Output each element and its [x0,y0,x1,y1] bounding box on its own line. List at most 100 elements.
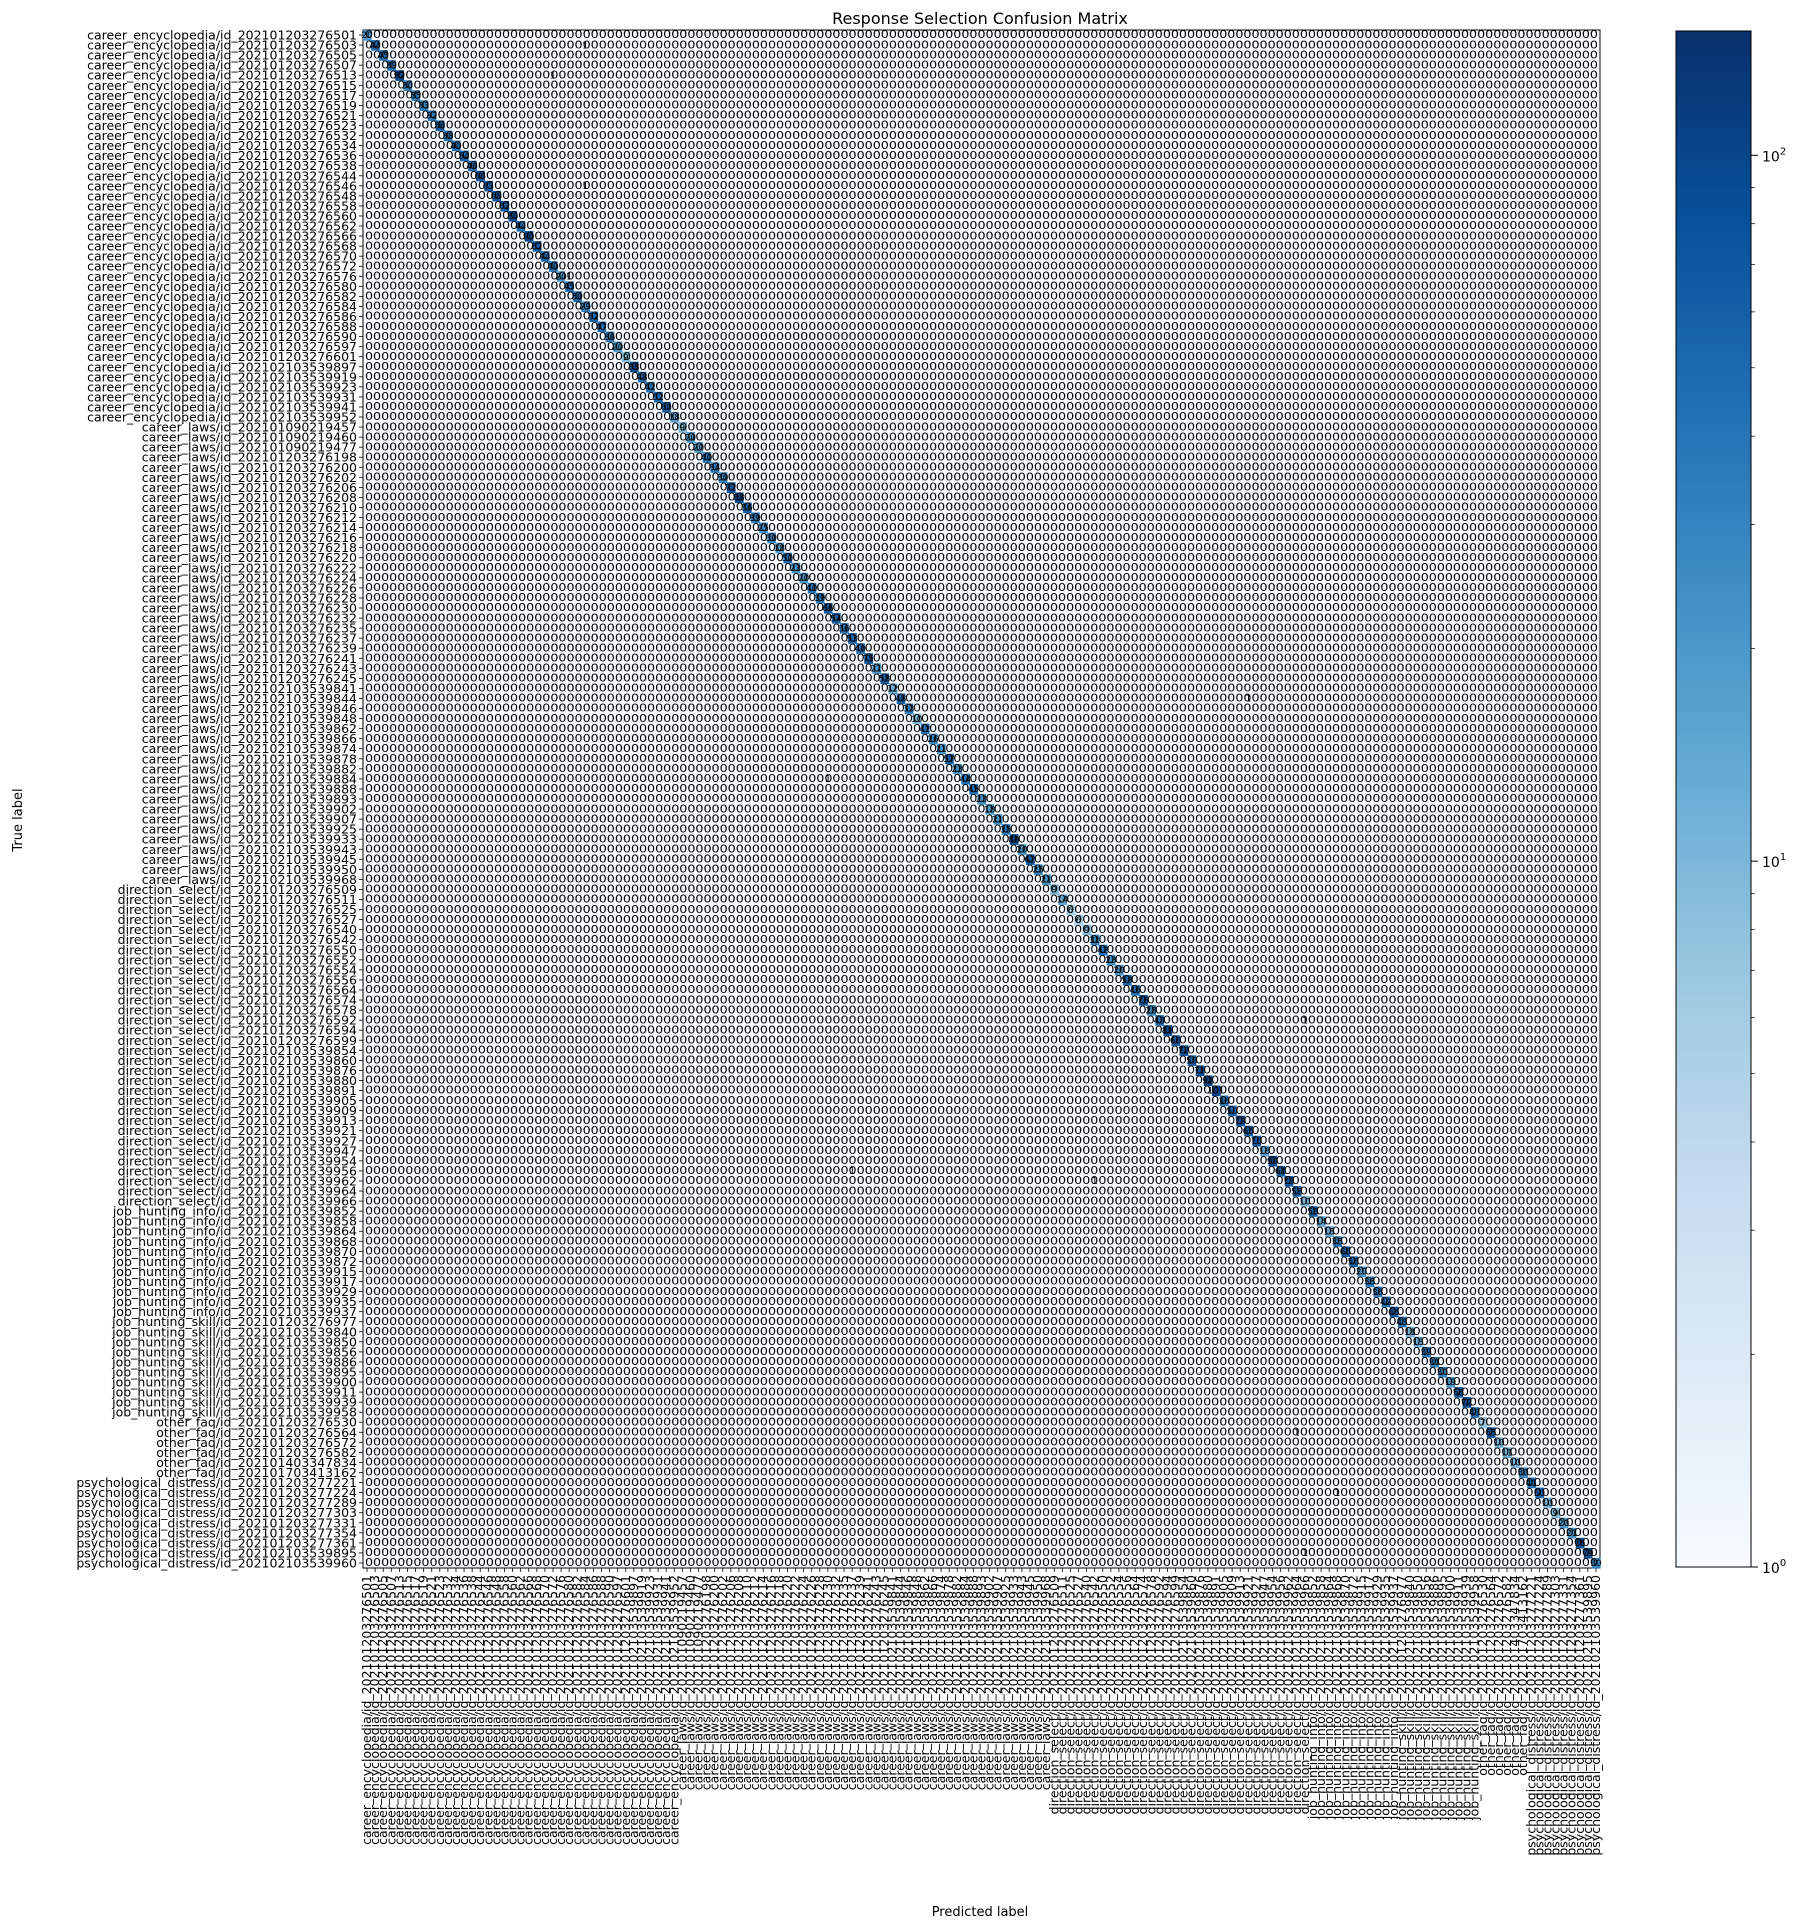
zero-row-17: 0000000000000000000000000000000000000000… [365,200,1598,212]
zero-row-80: 0000000000000000000000000000000000000000… [365,833,1598,845]
y-tick-label-91: direction_select/id_202101203276550 [118,942,357,957]
zero-row-text: 0000000000000000000000000000000000000000… [365,703,1598,715]
y-tick-label-69: career_laws/id_202102103539862 [142,721,357,736]
x-tick-label-106: direction_select/id_202102103539905 [1216,1575,1231,1814]
zero-row-text: 0000000000000000000000000000000000000000… [365,1346,1598,1358]
x-tick-label-71: career_laws/id_202102103539874 [933,1575,948,1790]
diag-cell-79 [1001,824,1011,835]
zero-row-text: 0000000000000000000000000000000000000000… [365,1497,1598,1509]
zero-row-text: 0000000000000000000000000000000000000000… [365,763,1598,775]
zero-row-129: 0000000000000000000000000000000000000000… [365,1326,1598,1338]
x-tick-label-88: direction_select/id_202101203276527 [1071,1575,1086,1814]
zero-row-30: 0000000000000000000000000000000000000000… [365,331,1598,343]
x-tick-label-80: career_laws/id_202102103539933 [1006,1575,1021,1790]
x-tick-label-44: career_laws/id_202101203276202 [715,1575,730,1790]
diag-cell-114 [1284,1175,1294,1187]
zero-row-text: 0000000000000000000000000000000000000000… [365,190,1598,202]
y-tick-label-101: direction_select/id_202102103539854 [118,1043,357,1058]
y-tick-label-73: career_laws/id_202102103539882 [142,761,357,776]
zero-row-4: 0000000000000000000000000000000000000000… [365,69,1598,81]
y-tick-label-120: job_hunting_info/id_202102103539868 [112,1234,357,1249]
zero-row-text: 0000000000000000000000000000000000000000… [365,652,1598,664]
x-tick-label-112: direction_select/id_202102103539954 [1265,1575,1280,1814]
x-tick-label-139: other_faq/id_202101203276564 [1483,1575,1498,1776]
x-tick-label-3: career_encyclopedia/id_202101203276507 [383,1575,398,1845]
x-tick-label-120: job_hunting_info/id_202102103539868 [1329,1575,1344,1820]
zero-row-text: 0000000000000000000000000000000000000000… [365,1547,1598,1559]
diag-cell-38 [670,411,679,423]
diag-value-24: 20 [555,272,567,282]
diag-value-33: 88 [628,363,640,373]
y-tick-label-88: direction_select/id_202101203276527 [118,912,357,927]
y-tick-label-87: direction_select/id_202101203276525 [118,902,357,917]
zero-row-41: 0000000000000000000000000000000000000000… [365,441,1598,453]
zero-row-54: 0000000000000000000000000000000000000000… [365,572,1598,584]
zero-row-text: 0000000000000000000000000000000000000000… [365,90,1598,102]
x-tick-label-130: job_hunting_skill/id_202102103539850 [1410,1575,1425,1821]
x-tick-label-28: career_encyclopedia/id_202101203276586 [585,1575,600,1845]
x-tick-label-100: direction_select/id_202101203276599 [1168,1575,1183,1814]
diag-value-97: 28 [1146,1006,1158,1016]
diag-value-121: 66 [1340,1248,1352,1258]
x-tick-label-9: career_encyclopedia/id_202101203276523 [432,1575,447,1845]
y-tick-label-132: job_hunting_skill/id_202102103539886 [111,1354,357,1369]
zero-row-60: 0000000000000000000000000000000000000000… [365,632,1598,644]
diag-cell-96 [1139,995,1148,1006]
zero-row-107: 0000000000000000000000000000000000000000… [365,1105,1598,1117]
x-tick-label-91: direction_select/id_202101203276550 [1095,1575,1110,1814]
zero-row-3: 0000000000000000000000000000000000000000… [365,59,1598,71]
y-tick-label-84: career_laws/id_202102103539968 [142,872,357,887]
x-tick-label-110: direction_select/id_202102103539927 [1248,1575,1263,1814]
diag-cell-58 [831,613,841,624]
zero-row-28: 0000000000000000000000000000000000000000… [365,311,1598,323]
diag-value-74: 44 [960,775,972,785]
diag-value-47: 56 [741,504,753,514]
y-tick-label-42: career_laws/id_202101203276198 [142,450,357,465]
zero-row-text: 0000000000000000000000000000000000000000… [365,1125,1598,1137]
y-tick-label-30: career_encyclopedia/id_202101203276590 [87,329,357,344]
x-tick-label-93: direction_select/id_202101203276554 [1111,1575,1126,1814]
diag-value-21: 62 [531,242,542,252]
zero-row-79: 0000000000000000000000000000000000000000… [365,823,1598,835]
x-tick-label-77: career_laws/id_202102103539902 [982,1575,997,1790]
y-tick-label-15: career_encyclopedia/id_202101203276546 [87,178,357,193]
y-tick-label-4: career_encyclopedia/id_202101203276513 [87,68,357,83]
zero-row-133: 0000000000000000000000000000000000000000… [365,1366,1598,1378]
y-tick-label-139: other_faq/id_202101203276564 [156,1425,357,1440]
diag-cell-83 [1034,864,1043,875]
zero-row-32: 0000000000000000000000000000000000000000… [365,351,1598,363]
zero-row-text: 0000000000000000000000000000000000000000… [365,461,1598,473]
diag-value-104: 91 [1202,1077,1213,1087]
zero-row-text: 0000000000000000000000000000000000000000… [365,582,1598,594]
diag-value-15: 63 [483,182,494,192]
diag-value-83: 25 [1032,866,1043,876]
x-tick-label-8: career_encyclopedia/id_202101203276521 [424,1575,439,1845]
diag-cell-23 [548,261,558,272]
zero-row-text: 0000000000000000000000000000000000000000… [365,673,1598,685]
y-tick-label-35: career_encyclopedia/id_202102103539923 [87,379,357,394]
diag-cell-67 [904,703,914,715]
diag-cell-131 [1422,1346,1431,1358]
zero-row-text: 0000000000000000000000000000000000000000… [365,1165,1598,1177]
zero-row-140: 0000000000000000000000000000000000000000… [365,1437,1598,1449]
off-diag-value-5: 1 [825,774,831,785]
zero-row-77: 0000000000000000000000000000000000000000… [365,803,1598,815]
zero-row-21: 0000000000000000000000000000000000000000… [365,240,1598,252]
y-tick-label-96: direction_select/id_202101203276574 [118,993,357,1008]
y-tick-label-97: direction_select/id_202101203276578 [118,1003,357,1018]
x-tick-label-67: career_laws/id_202102103539846 [901,1575,916,1790]
zero-row-text: 0000000000000000000000000000000000000000… [365,451,1598,463]
zero-row-text: 0000000000000000000000000000000000000000… [365,713,1598,725]
y-tick-label-48: career_laws/id_202101203276212 [142,510,357,525]
diag-value-145: 50 [1534,1489,1546,1499]
x-tick-label-136: job_hunting_skill/id_202102103539939 [1459,1575,1474,1821]
diag-cell-2 [379,50,388,61]
y-tick-label-123: job_hunting_info/id_202102103539915 [112,1264,357,1279]
diag-value-130: 13 [1412,1338,1423,1348]
zero-row-5: 0000000000000000000000000000000000000000… [365,80,1598,92]
x-tick-label-115: direction_select/id_202102103539964 [1289,1575,1304,1814]
off-diag-cell-10 [1333,1487,1342,1498]
zero-row-text: 0000000000000000000000000000000000000000… [365,994,1598,1006]
diag-cell-77 [985,804,995,815]
zero-row-27: 0000000000000000000000000000000000000000… [365,301,1598,313]
